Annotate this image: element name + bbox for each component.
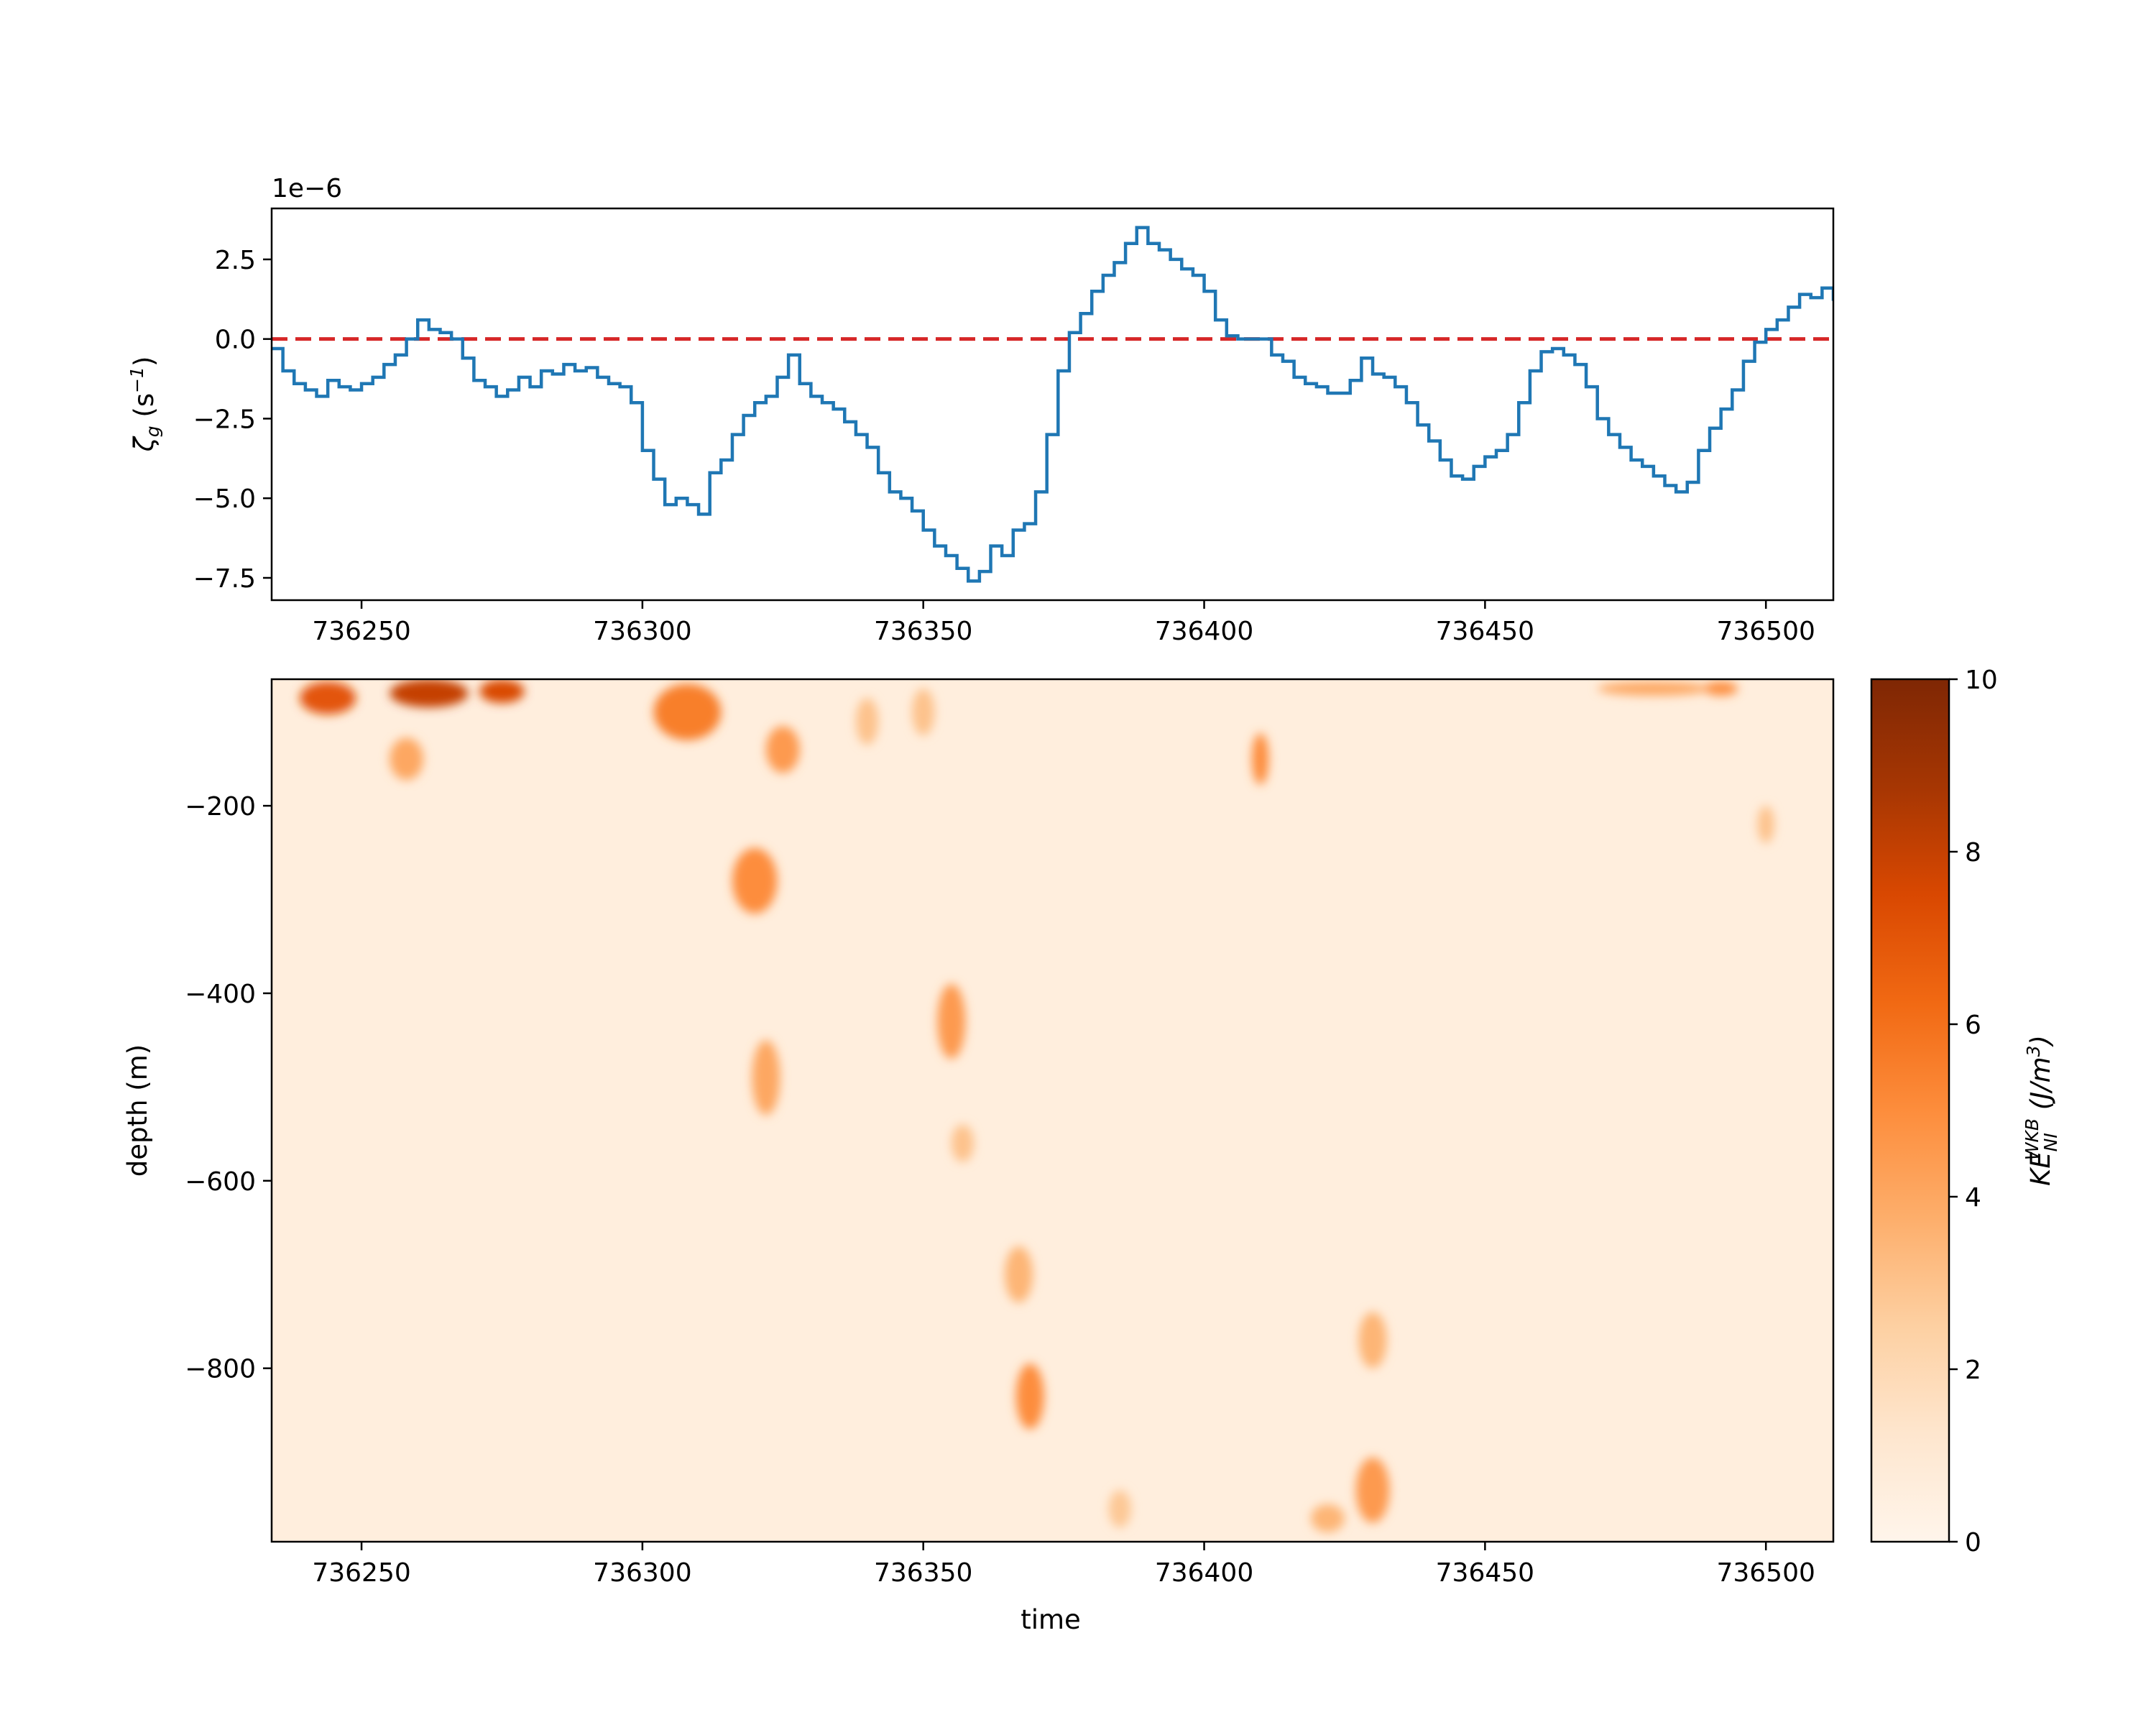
heatmap-cell [1005, 1246, 1033, 1303]
heatmap-frame [270, 678, 1835, 1543]
vorticity-panel: 736250 736300 736350 736400 736450 736500 2.5… [126, 174, 1835, 646]
x-tick-label: 736350 [874, 617, 972, 646]
y-tick-label: −800 [185, 1355, 256, 1384]
vorticity-x-axis: 736250 736300 736350 736400 736450 736500 [312, 600, 1815, 646]
heatmap-cell [1757, 806, 1774, 844]
x-tick-label: 736300 [593, 1558, 691, 1588]
colorbar-label: KENIWKB (J/m3) [2022, 1035, 2061, 1186]
y-tick-label: 2.5 [215, 246, 256, 275]
x-tick-label: 736400 [1155, 617, 1253, 646]
y-tick-label: −7.5 [193, 564, 256, 594]
x-tick-label: 736450 [1436, 1558, 1534, 1588]
heatmap-background [272, 679, 1833, 1542]
y-tick-label: −200 [185, 792, 256, 822]
heatmap-cell [765, 726, 800, 773]
heatmap-cell [752, 1040, 780, 1116]
x-tick-label: 736500 [1716, 1558, 1815, 1588]
heatmap-cell [732, 847, 778, 914]
y-tick-label: 0.0 [215, 326, 256, 355]
heatmap-cell [1355, 1457, 1390, 1523]
heatmap-cell [300, 681, 356, 714]
x-tick-label: 736250 [312, 617, 410, 646]
x-tick-label: 736450 [1436, 617, 1534, 646]
y-tick-label: −5.0 [193, 484, 256, 514]
x-tick-label: 736250 [312, 1558, 410, 1588]
heatmap-cell [390, 679, 469, 708]
vorticity-y-axis-label: ζg (s−1) [126, 356, 163, 453]
ke-heatmap-panel: 736250 736300 736350 736400 736450 736500 −20… [122, 666, 2061, 1635]
heatmap-cell [1597, 681, 1710, 696]
vorticity-offset-text: 1e−6 [272, 174, 342, 203]
heatmap-cell [1108, 1490, 1131, 1528]
vorticity-y-axis: 2.5 0.0 −2.5 −5.0 −7.5 [193, 246, 272, 594]
colorbar-tick-label: 2 [1965, 1356, 1981, 1385]
heatmap-cell [1311, 1504, 1345, 1532]
x-tick-label: 736500 [1716, 617, 1815, 646]
heatmap-cell [951, 1124, 975, 1162]
y-tick-label: −2.5 [193, 405, 256, 434]
vorticity-line [272, 226, 1833, 583]
heatmap-cell [912, 689, 935, 736]
heatmap-cell [390, 737, 424, 781]
heatmap-cells [300, 679, 1774, 1532]
heatmap-cell [653, 684, 722, 740]
heatmap-y-axis-label: depth (m) [122, 1044, 153, 1177]
vorticity-plot-frame [270, 207, 1835, 602]
heatmap-cell [1015, 1363, 1044, 1430]
heatmap-cell [1704, 681, 1738, 696]
vorticity-plot-area [272, 208, 1833, 600]
heatmap-x-axis: 736250 736300 736350 736400 736450 736500 [312, 1542, 1815, 1588]
colorbar [1870, 678, 1950, 1543]
colorbar-tick-label: 6 [1965, 1011, 1981, 1040]
colorbar-tick-label: 4 [1965, 1183, 1981, 1213]
x-tick-label: 736350 [874, 1558, 972, 1588]
x-tick-label: 736300 [593, 617, 691, 646]
colorbar-tick-label: 8 [1965, 838, 1981, 868]
colorbar-tick-label: 10 [1965, 666, 1998, 695]
heatmap-cell [937, 983, 966, 1059]
heatmap-x-axis-label: time [1021, 1604, 1081, 1635]
colorbar-tick-label: 0 [1965, 1528, 1981, 1558]
heatmap-cell [855, 698, 879, 745]
x-tick-label: 736400 [1155, 1558, 1253, 1588]
y-tick-label: −600 [185, 1167, 256, 1197]
heatmap-y-axis: −200 −400 −600 −800 [185, 792, 272, 1384]
heatmap-cell [1251, 732, 1269, 785]
heatmap-cell [1358, 1312, 1387, 1368]
y-tick-label: −400 [185, 980, 256, 1009]
colorbar-axis: 0 2 4 6 8 10 [1949, 666, 1998, 1558]
heatmap-cell [479, 679, 525, 704]
vorticity-series [272, 226, 1833, 583]
